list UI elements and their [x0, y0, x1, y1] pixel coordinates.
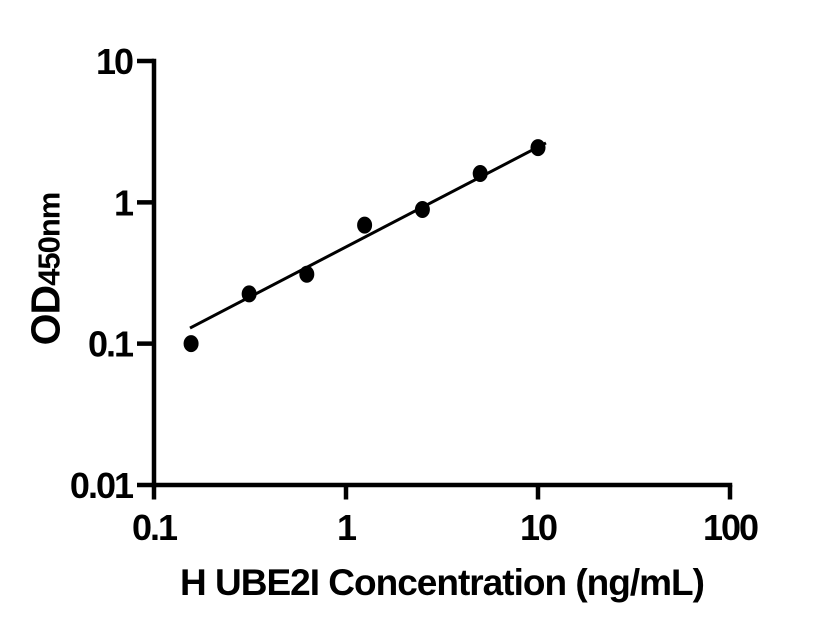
data-point	[299, 265, 315, 283]
trend-line	[189, 141, 547, 330]
y-tick-label: 0.1	[88, 324, 134, 365]
data-point	[183, 335, 199, 353]
x-tick-label: 0.1	[132, 507, 178, 548]
data-point	[472, 164, 488, 182]
axes	[151, 58, 733, 488]
data-series	[183, 139, 547, 353]
x-tick-label: 10	[520, 507, 557, 548]
y-tick-label: 1	[114, 182, 134, 223]
axis-ticks	[137, 58, 733, 500]
data-point	[530, 139, 546, 157]
y-axis-title: OD 450nm	[23, 193, 70, 346]
x-tick-label: 100	[703, 507, 758, 548]
data-point	[241, 285, 257, 303]
y-tick-label: 0.01	[70, 465, 134, 506]
y-axis-title-main: OD	[22, 285, 69, 346]
data-point	[357, 216, 373, 234]
data-point	[414, 200, 430, 218]
x-axis-title: H UBE2I Concentration (ng/mL)	[180, 562, 705, 603]
x-tick-label: 1	[337, 507, 357, 548]
y-tick-label: 10	[96, 41, 133, 82]
y-axis-title-sub: 450nm	[31, 192, 67, 286]
